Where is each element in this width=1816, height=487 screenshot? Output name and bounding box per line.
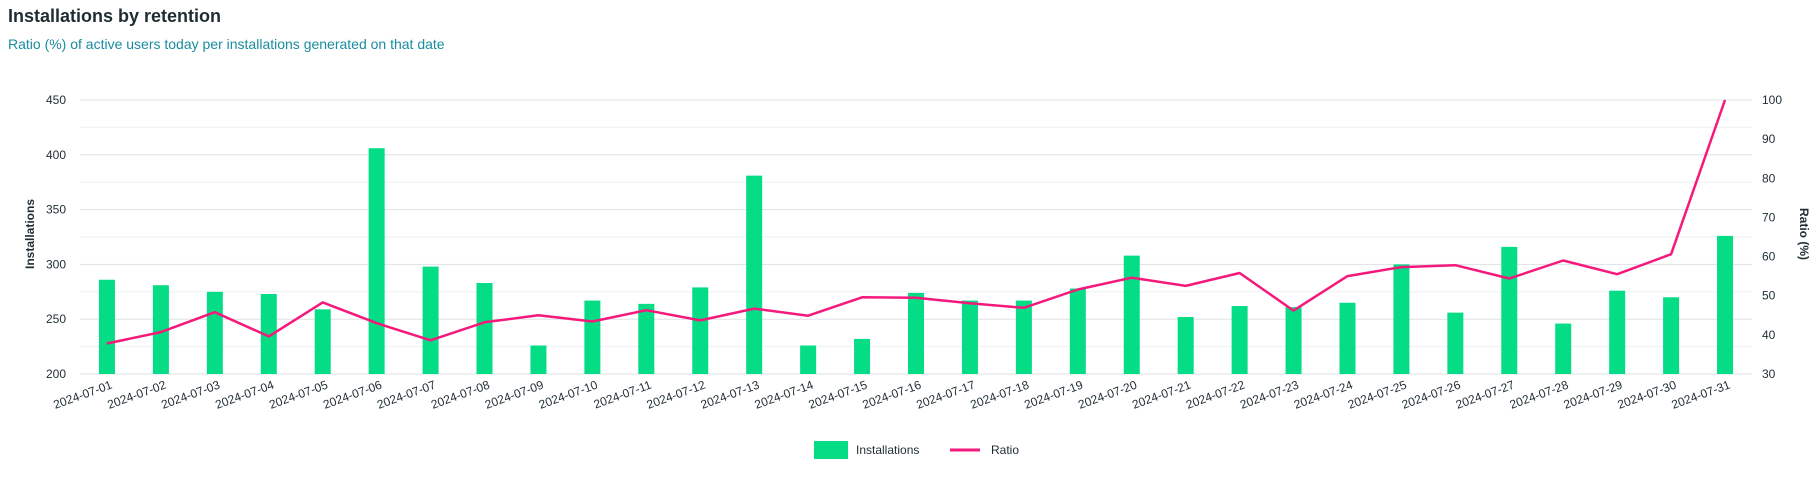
x-tick-label: 2024-07-17 <box>914 378 977 412</box>
right-axis-title: Ratio (%) <box>1797 208 1811 260</box>
x-tick-label: 2024-07-02 <box>105 378 168 412</box>
x-tick-label: 2024-07-13 <box>699 378 762 412</box>
installations-bar[interactable] <box>692 287 709 374</box>
right-tick-label: 90 <box>1762 132 1776 146</box>
installations-bars <box>98 148 1734 374</box>
x-tick-label: 2024-07-15 <box>807 378 870 412</box>
x-tick-label: 2024-07-31 <box>1670 378 1733 412</box>
legend-installations-label[interactable]: Installations <box>856 443 919 457</box>
installations-bar[interactable] <box>1123 255 1140 374</box>
installations-bar[interactable] <box>206 291 223 374</box>
x-tick-label: 2024-07-01 <box>52 378 115 412</box>
installations-bar[interactable] <box>1609 290 1626 374</box>
x-tick-label: 2024-07-26 <box>1400 378 1463 412</box>
right-tick-label: 60 <box>1762 250 1776 264</box>
x-tick-label: 2024-07-16 <box>861 378 924 412</box>
x-tick-label: 2024-07-24 <box>1292 378 1355 412</box>
installations-bar[interactable] <box>1015 300 1032 374</box>
legend: Installations Ratio <box>814 441 1019 459</box>
x-tick-label: 2024-07-21 <box>1130 378 1193 412</box>
x-tick-label: 2024-07-23 <box>1238 378 1301 412</box>
chart-subtitle: Ratio (%) of active users today per inst… <box>8 36 445 52</box>
installations-bar[interactable] <box>422 266 439 374</box>
legend-installations-swatch[interactable] <box>814 441 848 459</box>
left-axis-title: Installations <box>23 199 37 269</box>
x-tick-label: 2024-07-11 <box>592 378 654 412</box>
x-tick-label: 2024-07-18 <box>968 378 1031 412</box>
x-tick-label: 2024-07-25 <box>1346 378 1409 412</box>
installations-bar[interactable] <box>476 283 493 374</box>
installations-bar[interactable] <box>1069 288 1086 374</box>
x-tick-label: 2024-07-22 <box>1184 378 1247 412</box>
installations-bar[interactable] <box>98 279 115 374</box>
right-tick-label: 40 <box>1762 328 1776 342</box>
ratio-line-layer <box>106 99 1727 345</box>
left-tick-label: 450 <box>46 93 66 107</box>
right-tick-label: 80 <box>1762 171 1776 185</box>
x-tick-label: 2024-07-20 <box>1076 378 1139 412</box>
right-tick-label: 70 <box>1762 210 1776 224</box>
left-axis-ticks: 200 250 300 350 400 450 <box>46 93 66 381</box>
x-tick-label: 2024-07-27 <box>1454 378 1517 412</box>
installations-bar[interactable] <box>1177 317 1194 374</box>
x-tick-label: 2024-07-09 <box>483 378 546 412</box>
left-tick-label: 250 <box>46 312 66 326</box>
x-tick-label: 2024-07-04 <box>213 378 276 412</box>
installations-bar[interactable] <box>1231 306 1248 374</box>
right-tick-label: 100 <box>1762 93 1782 107</box>
left-tick-label: 200 <box>46 367 66 381</box>
x-tick-label: 2024-07-06 <box>321 378 384 412</box>
ratio-line[interactable] <box>106 99 1727 345</box>
x-tick-label: 2024-07-05 <box>267 378 330 412</box>
x-tick-label: 2024-07-12 <box>645 378 708 412</box>
x-tick-label: 2024-07-10 <box>537 378 600 412</box>
installations-bar[interactable] <box>1717 235 1734 374</box>
x-tick-label: 2024-07-03 <box>159 378 222 412</box>
installations-bar[interactable] <box>1447 312 1464 374</box>
grid-lines <box>80 99 1752 375</box>
installations-bar[interactable] <box>1285 307 1302 374</box>
x-tick-label: 2024-07-08 <box>429 378 492 412</box>
x-axis-ticks: 2024-07-012024-07-022024-07-032024-07-04… <box>52 378 1733 412</box>
x-tick-label: 2024-07-29 <box>1562 378 1625 412</box>
installations-bar[interactable] <box>1393 264 1410 374</box>
installations-bar[interactable] <box>584 300 601 374</box>
installations-bar[interactable] <box>368 148 385 374</box>
left-tick-label: 400 <box>46 148 66 162</box>
right-tick-label: 50 <box>1762 289 1776 303</box>
installations-bar[interactable] <box>314 309 331 374</box>
left-tick-label: 350 <box>46 203 66 217</box>
x-tick-label: 2024-07-28 <box>1508 378 1571 412</box>
installations-bar[interactable] <box>1663 297 1680 374</box>
left-tick-label: 300 <box>46 257 66 271</box>
installations-bar[interactable] <box>800 345 817 374</box>
installations-bar[interactable] <box>746 175 763 374</box>
installations-bar[interactable] <box>152 285 169 374</box>
installations-bar[interactable] <box>1501 246 1518 374</box>
installations-bar[interactable] <box>908 292 924 374</box>
x-tick-label: 2024-07-30 <box>1616 378 1679 412</box>
right-tick-label: 30 <box>1762 367 1776 381</box>
installations-bar[interactable] <box>854 338 871 374</box>
installations-bar[interactable] <box>638 303 655 374</box>
installations-bar[interactable] <box>260 293 277 374</box>
installations-bar[interactable] <box>1555 323 1572 374</box>
legend-ratio-label[interactable]: Ratio <box>991 443 1019 457</box>
installations-bar[interactable] <box>1339 302 1356 374</box>
chart-title: Installations by retention <box>8 6 222 26</box>
x-tick-label: 2024-07-14 <box>753 378 816 412</box>
installations-bar[interactable] <box>961 300 978 374</box>
installations-bar[interactable] <box>530 345 547 374</box>
x-tick-label: 2024-07-19 <box>1022 378 1085 412</box>
x-tick-label: 2024-07-07 <box>375 378 438 412</box>
right-axis-ticks: 30 40 50 60 70 80 90 100 <box>1762 93 1782 381</box>
